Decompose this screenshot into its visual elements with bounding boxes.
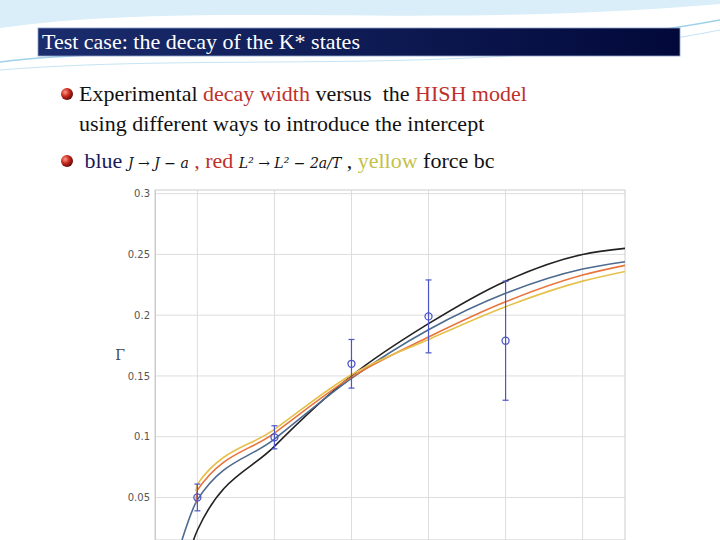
text-run: , [341, 148, 358, 173]
curve [194, 248, 625, 540]
tick-label: 0.15 [128, 371, 150, 382]
bullet-dot [61, 155, 73, 167]
error-bar-cap [426, 352, 432, 353]
title: Test case: the decay of the K* states [42, 29, 360, 54]
error-bar-cap [194, 483, 200, 484]
error-bar [503, 281, 509, 400]
decoration [0, 0, 720, 70]
data-points [194, 280, 509, 511]
text-run: force bc [418, 148, 495, 173]
tick: 0.1 [134, 431, 155, 442]
curve [196, 265, 625, 503]
error-bar-cap [503, 400, 509, 401]
tick: 0.15 [128, 371, 155, 382]
grid-line-x [197, 190, 198, 540]
error-bar-stem [505, 281, 506, 400]
error-bar [426, 280, 432, 353]
error-bar-cap [271, 448, 277, 449]
curve [182, 262, 625, 540]
tick-label: 0.2 [134, 310, 150, 321]
tick: 0.05 [128, 492, 155, 503]
bullet-text: blue J → J − a , red L² → L² − 2a/T , ye… [79, 148, 495, 173]
tick: 0.3 [134, 188, 155, 199]
tick-label: 0.25 [128, 249, 150, 260]
error-bar-cap [503, 281, 509, 282]
tick-label: 0.05 [128, 492, 150, 503]
axis-line [155, 191, 156, 540]
curve [196, 271, 625, 491]
text-run: , red [189, 148, 239, 173]
data-point [425, 313, 432, 320]
grid-line-x [351, 190, 352, 540]
tick-label: 0.1 [134, 431, 150, 442]
text-run: using different ways to introduce the in… [79, 111, 484, 136]
plot-area [182, 248, 625, 540]
slide: Test case: the decay of the K* states Exp… [0, 0, 720, 540]
error-bar [271, 426, 277, 449]
text-run: Experimental [79, 81, 203, 106]
error-bar-cap [348, 387, 354, 388]
error-bar-stem [274, 426, 275, 449]
grid-line-x [428, 190, 429, 540]
grid-line-y [155, 436, 625, 437]
bullet-dot [61, 88, 73, 100]
grid-line-y [155, 193, 625, 194]
tick-label: 0.3 [134, 188, 150, 199]
chart-background [145, 184, 630, 540]
grid-line-y [155, 375, 625, 376]
error-bar [194, 484, 200, 511]
data-point [194, 494, 201, 501]
grid-line-y [155, 497, 625, 498]
grid [155, 190, 625, 540]
error-bar-cap [348, 339, 354, 340]
grid-line-y [155, 315, 625, 316]
text-run: versus the [310, 81, 415, 106]
bullet-text: Experimental decay width versus the HISH… [79, 81, 527, 106]
y-axis: 0.05 0.1 0.15 0.2 0.25 0.3 [128, 188, 156, 540]
formula: J → J − a [125, 155, 189, 171]
grid-line-x [582, 190, 583, 540]
grid-line-x [505, 190, 506, 540]
text-run: yellow [358, 148, 418, 173]
error-bar-stem [351, 339, 352, 388]
grid-line-x [274, 190, 275, 540]
plot-frame [155, 190, 625, 540]
error-bar [348, 339, 354, 388]
bullet-text: using different ways to introduce the in… [79, 111, 484, 136]
data-point [348, 360, 355, 367]
error-bar-stem [428, 280, 429, 353]
text-run: HISH model [415, 81, 527, 106]
error-bar-cap [194, 510, 200, 511]
error-bar-cap [271, 425, 277, 426]
grid-line-y [155, 254, 625, 255]
data-point [271, 434, 278, 441]
tick: 0.25 [128, 249, 155, 260]
y-axis-title: Γ [115, 347, 125, 363]
error-bar-stem [197, 484, 198, 511]
tick: 0.2 [134, 310, 155, 321]
text-run: decay width [203, 81, 310, 106]
text-run: blue [79, 148, 128, 173]
formula: L² → L² − 2a/T [238, 155, 343, 171]
data-point [502, 337, 509, 344]
error-bar-cap [426, 279, 432, 280]
swoosh [0, 0, 720, 28]
swoosh [0, 20, 720, 62]
title-bar [38, 28, 680, 56]
